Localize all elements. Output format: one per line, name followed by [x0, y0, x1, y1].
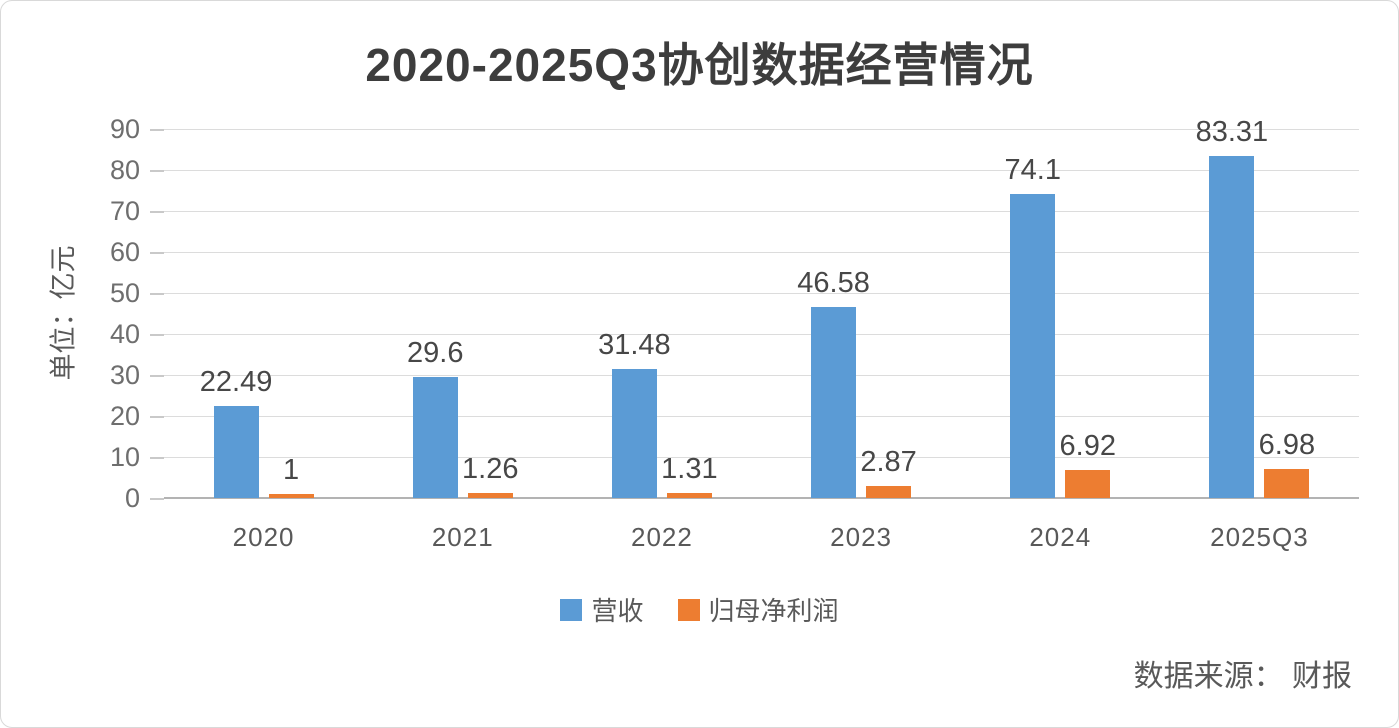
bar-net-profit-2025Q3: 6.98	[1259, 429, 1315, 498]
chart-title: 2020-2025Q3协创数据经营情况	[365, 39, 1034, 91]
y-tick-label-80: 80	[109, 155, 140, 185]
x-tick-label-2024: 2024	[1029, 522, 1092, 552]
y-tick-mark	[150, 293, 164, 295]
legend-item-revenue: 营收	[560, 591, 644, 628]
bar-revenue-2021: 29.6	[407, 337, 463, 498]
y-tick-label-90: 90	[109, 114, 140, 144]
bar-group-2025Q3: 83.31 6.98	[1160, 116, 1359, 498]
bar-label-net-profit-2023: 2.87	[860, 446, 917, 479]
bar-net-profit-2023: 2.87	[860, 446, 917, 498]
y-tick-label-70: 70	[109, 196, 140, 226]
bar-revenue-2025Q3: 83.31	[1196, 116, 1268, 498]
bar-group-2022: 31.48 1.31	[562, 129, 761, 498]
legend-label-net-profit: 归母净利润	[708, 596, 839, 626]
y-tick-label-20: 20	[109, 401, 140, 431]
y-tick-mark	[150, 334, 164, 336]
bar-group-2023: 46.58 2.87	[762, 129, 961, 498]
x-tick-label-2023: 2023	[830, 522, 892, 552]
bar-revenue-2020: 22.49	[200, 366, 272, 498]
plot-grid: 0 10 20 30 40 50 60 70 80 90 22.49 1 2020 29.6 1.26 202…	[110, 114, 1359, 552]
bar-revenue-2023: 46.58	[797, 267, 870, 498]
bar-revenue-2022: 31.48	[598, 329, 671, 498]
gridline	[164, 334, 1359, 335]
y-tick-label-50: 50	[109, 278, 140, 308]
bar-revenue-2024: 74.1	[1005, 154, 1061, 498]
y-tick-mark	[150, 129, 164, 131]
legend-label-revenue: 营收	[591, 596, 644, 626]
y-tick-mark	[150, 375, 164, 377]
y-tick-mark	[150, 457, 164, 459]
y-tick-mark	[150, 416, 164, 418]
bar-label-revenue-2023: 46.58	[797, 267, 870, 300]
bar-label-revenue-2020: 22.49	[199, 365, 273, 398]
y-tick-mark	[150, 498, 164, 500]
x-tick-label-2021: 2021	[431, 522, 494, 552]
bar-net-profit-2021: 1.26	[462, 453, 518, 498]
bar-group-2024: 74.1 6.92	[961, 129, 1160, 498]
bar-label-net-profit-2025Q3: 6.98	[1258, 429, 1316, 462]
x-axis-line	[164, 497, 1359, 499]
gridline	[164, 375, 1359, 376]
y-tick-mark	[150, 170, 164, 172]
bar-label-revenue-2021: 29.6	[407, 336, 464, 369]
y-tick-label-60: 60	[109, 237, 140, 267]
bar-net-profit-2020: 1	[268, 454, 314, 498]
source-note: 数据来源： 财报	[1133, 660, 1352, 693]
x-tick-label-2020: 2020	[232, 522, 295, 552]
y-tick-label-0: 0	[124, 483, 140, 513]
bar-label-net-profit-2024: 6.92	[1059, 429, 1116, 462]
x-tick-label-2025Q3: 2025Q3	[1210, 522, 1309, 552]
gridline	[164, 416, 1359, 417]
bar-label-revenue-2022: 31.48	[598, 328, 671, 361]
gridline	[164, 293, 1359, 294]
y-tick-label-10: 10	[109, 442, 140, 472]
gridline	[164, 129, 1359, 130]
legend: 营收 归母净利润	[1, 591, 1398, 628]
bar-net-profit-2022: 1.31	[661, 453, 718, 498]
y-tick-mark	[150, 211, 164, 213]
legend-swatch-net-profit-icon	[677, 598, 700, 621]
gridline	[164, 457, 1359, 458]
bar-label-net-profit-2020: 1	[283, 453, 300, 486]
bar-group-2020: 22.49 1	[164, 129, 363, 498]
bar-group-2021: 29.6 1.26	[363, 129, 562, 498]
gridline	[164, 170, 1359, 171]
x-tick-label-2022: 2022	[630, 522, 693, 552]
y-tick-mark	[150, 252, 164, 254]
bar-label-net-profit-2022: 1.31	[661, 452, 718, 485]
gridline	[164, 252, 1359, 253]
bar-label-revenue-2024: 74.1	[1004, 154, 1061, 187]
legend-item-net-profit: 归母净利润	[677, 591, 839, 628]
bar-net-profit-2024: 6.92	[1060, 430, 1116, 498]
bar-label-net-profit-2021: 1.26	[462, 452, 519, 485]
gridline	[164, 211, 1359, 212]
y-tick-label-30: 30	[109, 360, 140, 390]
legend-swatch-revenue-icon	[560, 598, 583, 621]
y-tick-label-40: 40	[109, 319, 140, 349]
bar-label-revenue-2025Q3: 83.31	[1195, 116, 1269, 149]
